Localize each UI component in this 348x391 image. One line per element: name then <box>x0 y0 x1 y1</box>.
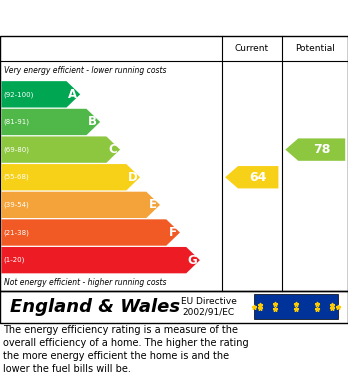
Text: C: C <box>109 143 117 156</box>
Text: (81-91): (81-91) <box>3 119 30 125</box>
Text: (69-80): (69-80) <box>3 146 30 153</box>
Text: EU Directive
2002/91/EC: EU Directive 2002/91/EC <box>181 297 237 316</box>
Text: F: F <box>169 226 177 239</box>
FancyBboxPatch shape <box>254 294 338 319</box>
Polygon shape <box>1 247 200 273</box>
Text: Very energy efficient - lower running costs: Very energy efficient - lower running co… <box>4 66 167 75</box>
Polygon shape <box>225 166 278 188</box>
Polygon shape <box>285 138 345 161</box>
Text: Not energy efficient - higher running costs: Not energy efficient - higher running co… <box>4 278 167 287</box>
Polygon shape <box>1 164 140 190</box>
Polygon shape <box>1 219 180 246</box>
Text: (21-38): (21-38) <box>3 229 29 236</box>
Text: 64: 64 <box>250 171 267 184</box>
Text: E: E <box>149 198 157 212</box>
Text: Energy Efficiency Rating: Energy Efficiency Rating <box>10 11 232 25</box>
Polygon shape <box>1 136 120 163</box>
Text: D: D <box>127 171 137 184</box>
Text: B: B <box>88 115 97 129</box>
Text: 78: 78 <box>313 143 330 156</box>
Text: (92-100): (92-100) <box>3 91 34 98</box>
Text: A: A <box>68 88 77 101</box>
Text: G: G <box>187 254 197 267</box>
Text: (39-54): (39-54) <box>3 202 29 208</box>
Text: Potential: Potential <box>295 44 335 53</box>
Text: (1-20): (1-20) <box>3 257 25 264</box>
Text: Current: Current <box>235 44 269 53</box>
Text: (55-68): (55-68) <box>3 174 29 181</box>
Polygon shape <box>1 81 80 108</box>
Text: England & Wales: England & Wales <box>10 298 181 316</box>
Polygon shape <box>1 109 100 135</box>
Polygon shape <box>1 192 160 218</box>
Text: The energy efficiency rating is a measure of the
overall efficiency of a home. T: The energy efficiency rating is a measur… <box>3 325 249 374</box>
